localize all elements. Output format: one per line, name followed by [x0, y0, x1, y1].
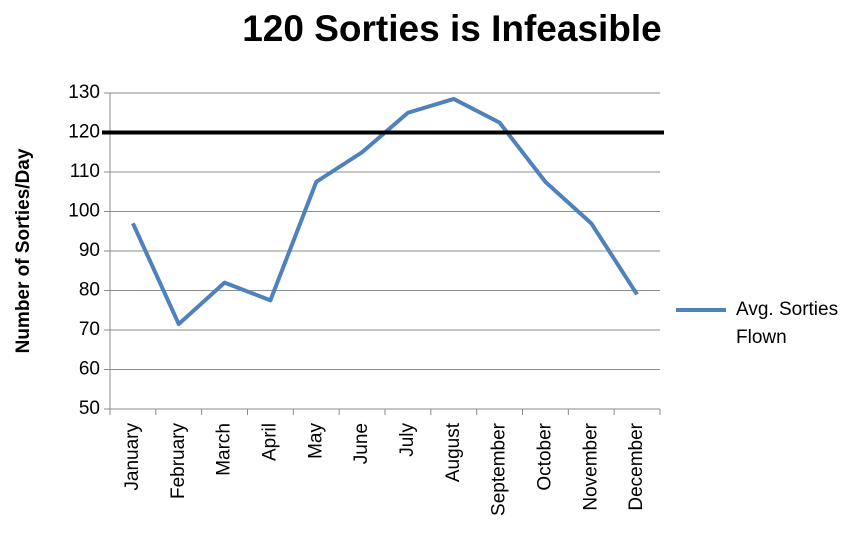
y-tick-label: 80	[79, 280, 100, 301]
x-tick-label: September	[489, 422, 510, 516]
x-tick-label: October	[534, 422, 555, 490]
x-tick-label: June	[351, 423, 372, 464]
x-tick-label: August	[443, 422, 464, 482]
y-tick-label: 90	[79, 240, 100, 261]
x-tick-label: April	[259, 423, 280, 461]
y-tick-label: 100	[68, 201, 100, 222]
y-tick-label: 130	[68, 82, 100, 103]
x-tick-label: November	[580, 422, 601, 510]
x-tick-label: July	[397, 423, 418, 457]
y-tick-label: 120	[68, 122, 100, 143]
x-tick-label: January	[122, 423, 143, 491]
legend-label: Avg. Sorties Flown	[736, 299, 839, 348]
y-axis-label: Number of Sorties/Day	[13, 148, 34, 353]
y-tick-label: 70	[79, 319, 100, 340]
chart-title: 120 Sorties is Infeasible	[242, 8, 662, 49]
y-tick-label: 110	[70, 161, 100, 182]
y-tick-label: 60	[79, 359, 100, 380]
x-tick-label: February	[168, 423, 189, 500]
x-tick-label: May	[305, 423, 326, 459]
y-tick-label: 50	[79, 398, 100, 419]
x-tick-label: March	[214, 423, 235, 476]
x-tick-label: December	[626, 422, 647, 510]
